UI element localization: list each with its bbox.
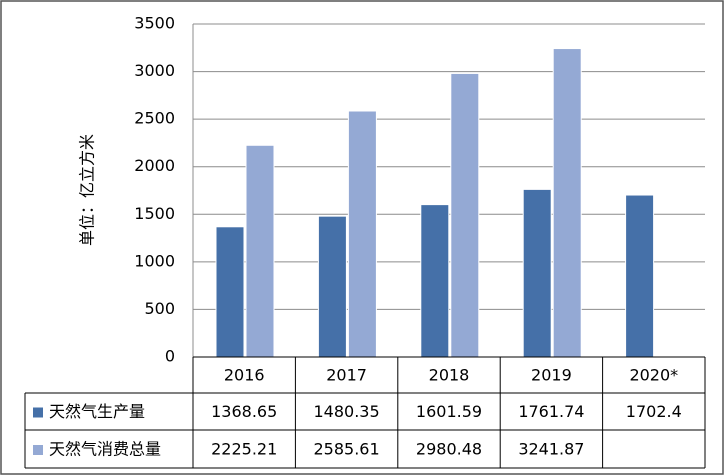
table-value: 2980.48 <box>416 440 482 459</box>
y-tick-label: 0 <box>165 347 175 366</box>
table-value: 2585.61 <box>314 440 380 459</box>
legend-swatch <box>33 445 43 455</box>
table-value: 1761.74 <box>518 402 584 421</box>
table-value: 1601.59 <box>416 402 482 421</box>
legend-label: 天然气生产量 <box>49 402 145 421</box>
y-tick-label: 2000 <box>134 156 175 175</box>
table-value: 1368.65 <box>211 402 277 421</box>
y-tick-label: 1500 <box>134 204 175 223</box>
table-value: 3241.87 <box>518 440 584 459</box>
bar <box>522 188 552 358</box>
bar <box>450 72 480 358</box>
y-axis-label: 单位：亿立方米 <box>78 134 97 246</box>
bar <box>552 48 582 358</box>
table-value: 1702.4 <box>626 402 682 421</box>
bar <box>347 110 377 358</box>
y-tick-label: 1000 <box>134 251 175 270</box>
bar <box>317 215 347 358</box>
y-tick-label: 3500 <box>134 14 175 33</box>
bar <box>625 194 655 358</box>
y-tick-label: 2500 <box>134 109 175 128</box>
bar <box>420 204 450 358</box>
y-tick-label: 3000 <box>134 61 175 80</box>
x-tick-label: 2017 <box>326 366 367 385</box>
bar <box>245 144 275 358</box>
legend-swatch <box>33 407 43 418</box>
x-tick-label: 2020* <box>629 366 678 385</box>
bar <box>215 226 245 358</box>
table-value: 1480.35 <box>314 402 380 421</box>
y-tick-label: 500 <box>144 299 175 318</box>
table-value: 2225.21 <box>211 440 277 459</box>
x-tick-label: 2019 <box>531 366 572 385</box>
x-tick-label: 2018 <box>429 366 470 385</box>
x-tick-label: 2016 <box>224 366 265 385</box>
legend-label: 天然气消费总量 <box>49 440 161 459</box>
